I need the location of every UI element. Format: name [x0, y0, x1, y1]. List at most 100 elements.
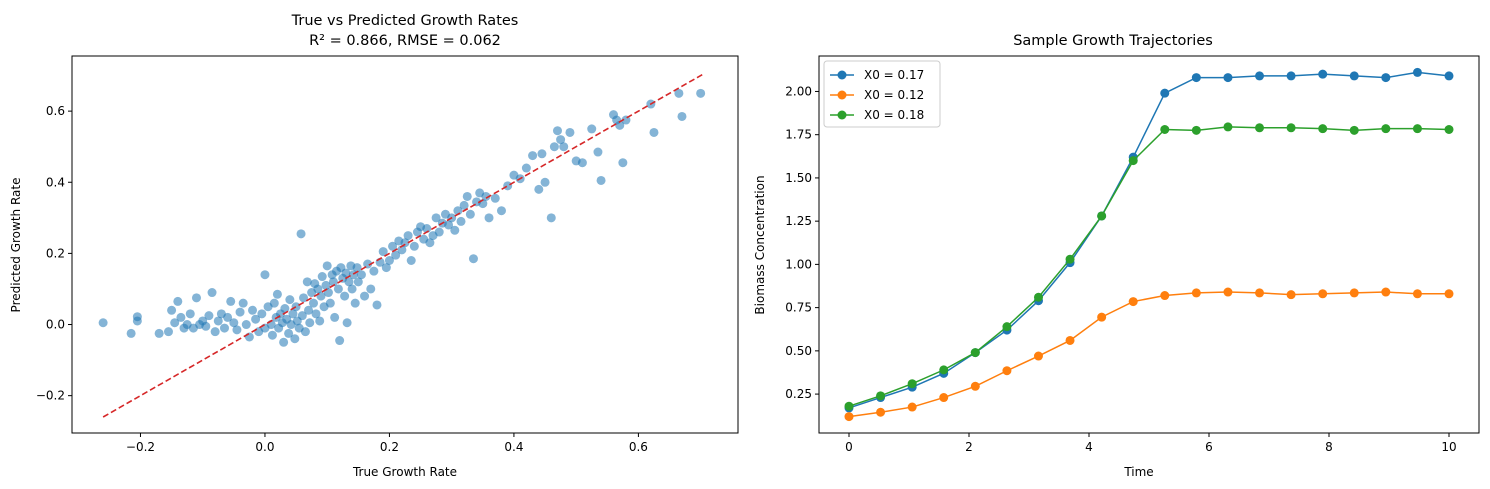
scatter-point [593, 147, 603, 157]
scatter-x-tick-label: −0.2 [126, 440, 155, 454]
series-marker [970, 348, 980, 358]
series-marker [939, 365, 949, 375]
scatter-point [210, 327, 220, 337]
series-marker [1191, 73, 1201, 83]
scatter-x-tick-label: 0.0 [255, 440, 274, 454]
line-plot-area: 0 2 4 6 8 10 0.25 0.50 0.75 1.00 1.25 1.50 1.75 2.00 [785, 55, 1480, 454]
series-marker [1444, 71, 1454, 81]
line-y-tick-label: 1.25 [785, 214, 812, 228]
series-marker [1349, 71, 1359, 81]
series-line [848, 71, 1450, 409]
scatter-axes-frame [71, 55, 739, 434]
scatter-point [285, 295, 295, 305]
series-marker [1097, 211, 1107, 221]
scatter-point [267, 330, 277, 340]
line-y-axis-label: Biomass Concentration [753, 175, 767, 314]
series-2 [844, 122, 1454, 411]
scatter-point [297, 311, 307, 321]
scatter-point [347, 284, 357, 294]
series-marker [1223, 73, 1233, 83]
scatter-point [409, 241, 419, 251]
legend-item: X0 = 0.17 [830, 68, 924, 82]
scatter-point [296, 229, 306, 239]
series-marker [1065, 254, 1075, 264]
scatter-point [350, 298, 360, 308]
scatter-point [372, 300, 382, 310]
scatter-point [207, 288, 217, 298]
scatter-point [342, 318, 352, 328]
scatter-point [238, 298, 248, 308]
scatter-point [462, 191, 472, 201]
scatter-point [450, 225, 460, 235]
scatter-point [422, 223, 432, 233]
scatter-point [565, 127, 575, 137]
series-marker [844, 401, 854, 411]
legend-label: X0 = 0.17 [864, 68, 924, 82]
legend-swatch-marker [837, 90, 847, 100]
series-marker [1160, 88, 1170, 98]
scatter-point [173, 296, 183, 306]
series-marker [1033, 292, 1043, 302]
scatter-x-axis-label: True Growth Rate [352, 465, 457, 479]
scatter-point [232, 325, 242, 335]
scatter-point [503, 181, 513, 191]
line-x-tick-label: 8 [1325, 440, 1333, 454]
scatter-point [615, 120, 625, 130]
scatter-point [521, 163, 531, 173]
scatter-point [330, 312, 340, 322]
scatter-point [167, 305, 177, 315]
scatter-y-tick-label: 0.0 [46, 318, 65, 332]
series-marker [1286, 123, 1296, 133]
scatter-y-tick-label: 0.2 [46, 246, 65, 260]
line-y-tick-label: 1.00 [785, 257, 812, 271]
scatter-point [257, 309, 267, 319]
scatter-point [696, 88, 706, 98]
scatter-chart-title: True vs Predicted Growth Rates [291, 13, 519, 29]
scatter-point [322, 261, 332, 271]
scatter-point [163, 327, 173, 337]
series-marker [1318, 69, 1328, 79]
scatter-point [170, 318, 180, 328]
scatter-point [325, 298, 335, 308]
series-marker [1033, 351, 1043, 361]
scatter-y-tick-label: 0.4 [46, 175, 65, 189]
line-y-tick-label: 2.00 [785, 84, 812, 98]
scatter-point [397, 245, 407, 255]
legend-swatch-marker [837, 70, 847, 80]
scatter-point [201, 321, 211, 331]
scatter-point [388, 241, 398, 251]
line-axes-frame [818, 55, 1480, 434]
scatter-point [321, 280, 331, 290]
scatter-point [587, 124, 597, 134]
scatter-point [546, 213, 556, 223]
series-marker [1065, 335, 1075, 345]
series-marker [1160, 124, 1170, 134]
scatter-point [302, 277, 312, 287]
scatter-plot-area: −0.2 0.0 0.2 0.4 0.6 −0.2 0.0 0.2 0.4 0.6 [36, 55, 739, 454]
series-marker [1381, 124, 1391, 134]
scatter-point [260, 270, 270, 280]
series-marker [1318, 124, 1328, 134]
scatter-point [434, 227, 444, 237]
scatter-point [577, 158, 587, 168]
scatter-point [244, 332, 254, 342]
scatter-point [299, 293, 309, 303]
scatter-chart: True vs Predicted Growth Rates R² = 0.86… [9, 13, 739, 479]
series-marker [1002, 322, 1012, 332]
scatter-point [335, 336, 345, 346]
scatter-point [229, 318, 239, 328]
line-x-tick-label: 6 [1205, 440, 1213, 454]
line-x-tick-label: 0 [845, 440, 853, 454]
series-marker [970, 381, 980, 391]
line-y-tick-label: 0.25 [785, 387, 812, 401]
series-marker [1191, 125, 1201, 135]
series-marker [1223, 287, 1233, 297]
scatter-point [305, 318, 315, 328]
scatter-point [126, 328, 136, 338]
scatter-y-axis-label: Predicted Growth Rate [9, 178, 23, 313]
scatter-y-tick-label: −0.2 [36, 389, 65, 403]
legend-item: X0 = 0.12 [830, 88, 924, 102]
series-marker [1255, 71, 1265, 81]
scatter-chart-subtitle: R² = 0.866, RMSE = 0.062 [309, 33, 501, 49]
